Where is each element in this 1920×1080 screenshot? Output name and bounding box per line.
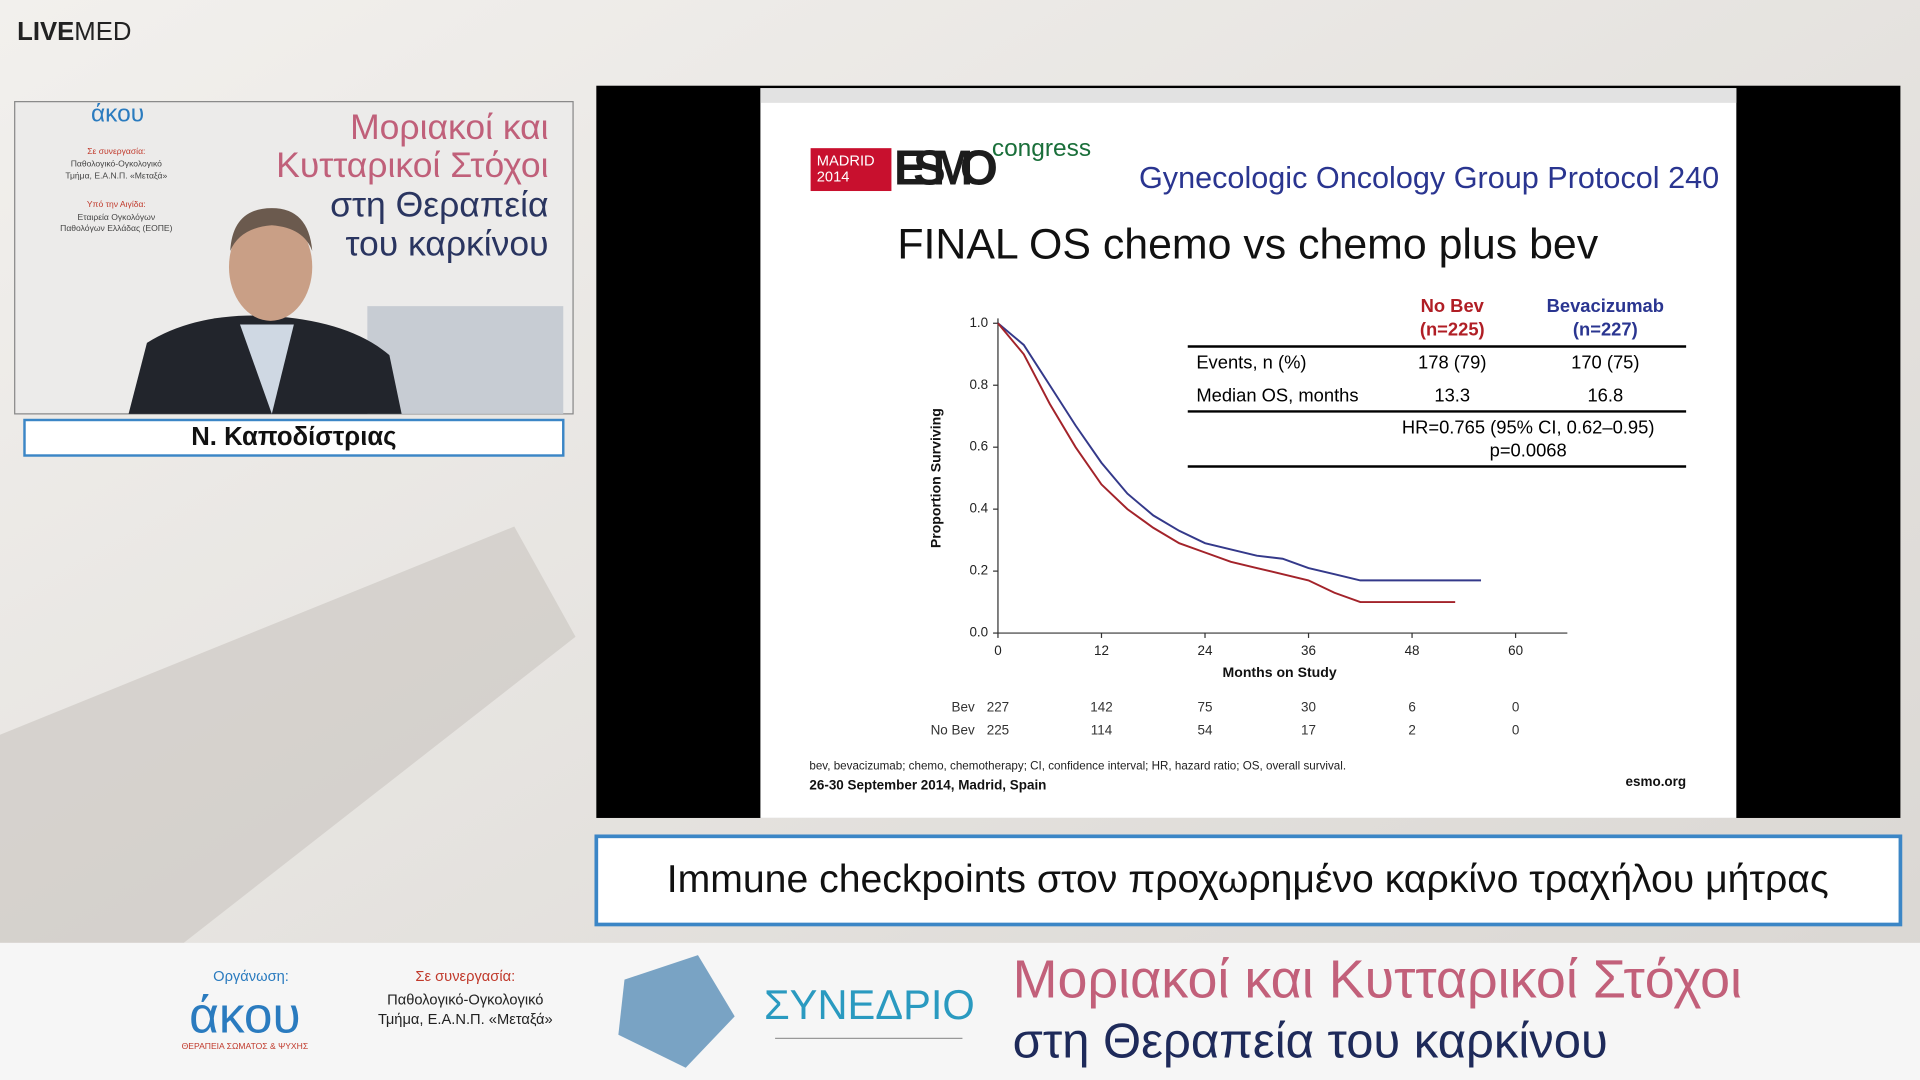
esmo-logo: ESMO <box>894 141 998 195</box>
partner: Τμήμα, Ε.Α.Ν.Π. «Μεταξά» <box>378 1012 553 1028</box>
y-tick-label: 0.8 <box>969 377 988 392</box>
slide-bar <box>760 88 1737 103</box>
header: (n=225) <box>1420 318 1485 339</box>
partner: Παθολογικό-Ογκολογικό <box>387 992 543 1008</box>
brand: LIVEMED <box>17 18 131 46</box>
date: 26-30 September 2014, Madrid, Spain <box>809 778 1046 793</box>
survival-curve <box>997 322 1482 582</box>
risk-count: 0 <box>1512 699 1519 714</box>
y-tick-label: 0.4 <box>969 501 988 516</box>
banner-logo: άκου <box>189 985 301 1043</box>
risk-count: 225 <box>987 723 1009 738</box>
y-tick-label: 1.0 <box>969 315 988 330</box>
badge-text: 2014 <box>817 169 850 185</box>
org-line: Εταιρεία Ογκολόγων <box>78 212 156 222</box>
header: Bevacizumab <box>1547 295 1664 316</box>
y-tick-label: 0.0 <box>969 625 988 640</box>
backdrop-line: του καρκίνου <box>345 223 548 263</box>
x-tick-label: 0 <box>994 643 1001 658</box>
name-bar <box>23 418 565 457</box>
hr: HR=0.765 (95% CI, 0.62–0.95) <box>1402 416 1655 437</box>
banner-logo-sub: ΘΕΡΑΠΕΙΑ ΣΩΜΑΤΟΣ & ΨΥΧΗΣ <box>182 1041 309 1051</box>
hr: p=0.0068 <box>1490 440 1567 461</box>
banner-label: Οργάνωση: <box>213 969 289 985</box>
backdrop-line: Κυτταρικοί Στόχοι <box>276 145 548 185</box>
site: esmo.org <box>1626 774 1687 789</box>
speaker-video: άκου Σε συνεργασία: Παθολογικό-Ογκολογικ… <box>14 101 574 415</box>
risk-count: 30 <box>1301 699 1316 714</box>
banner-title: στη Θεραπεία του καρκίνου <box>1013 1014 1608 1068</box>
risk-count: 227 <box>987 699 1009 714</box>
org-line: Παθολόγων Ελλάδας (ΕΟΠΕ) <box>60 223 172 233</box>
slide <box>760 88 1737 818</box>
x-tick-label: 12 <box>1094 643 1109 658</box>
backdrop-line: στη Θεραπεία <box>330 184 548 224</box>
x-axis-label: Months on Study <box>1223 664 1337 680</box>
y-tick-label: 0.6 <box>969 439 988 454</box>
cell: 170 (75) <box>1571 352 1639 373</box>
risk-count: 75 <box>1198 699 1213 714</box>
y-tick-label: 0.2 <box>969 563 988 578</box>
banner-graphic <box>618 955 735 1068</box>
risk-count: 114 <box>1091 723 1113 738</box>
y-axis-label: Proportion Surviving <box>927 408 943 548</box>
cell: Events, n (%) <box>1196 352 1306 373</box>
x-tick-label: 36 <box>1301 643 1316 658</box>
cell: 178 (79) <box>1418 352 1486 373</box>
cell: 13.3 <box>1434 385 1470 406</box>
org-line: Υπό την Αιγίδα: <box>87 199 146 209</box>
caption: Immune checkpoints στον προχωρημένο καρκ… <box>667 858 1829 901</box>
esmo-sup: congress <box>992 135 1091 162</box>
org-line: Σε συνεργασία: <box>87 146 145 156</box>
risk-label: Bev <box>952 699 975 714</box>
banner <box>0 942 1920 1080</box>
banner-label: Σε συνεργασία: <box>415 969 515 985</box>
risk-count: 54 <box>1198 723 1213 738</box>
decor <box>0 526 576 943</box>
protocol: Gynecologic Oncology Group Protocol 240 <box>1139 161 1719 195</box>
backdrop-line: Μοριακοί και <box>350 107 548 147</box>
x-tick-label: 60 <box>1508 643 1523 658</box>
org-line: Παθολογικό-Ογκολογικό <box>71 158 162 168</box>
org-line: Τμήμα, Ε.Α.Ν.Π. «Μεταξά» <box>65 171 167 181</box>
logo: άκου <box>91 101 144 128</box>
event: ΣΥΝΕΔΡΙΟ <box>764 981 975 1028</box>
risk-label: No Bev <box>931 723 975 738</box>
cell: 16.8 <box>1587 385 1623 406</box>
footnote: bev, bevacizumab; chemo, chemotherapy; C… <box>809 760 1346 773</box>
banner-title: Μοριακοί και Κυτταρικοί Στόχοι <box>1013 949 1742 1009</box>
header: No Bev <box>1421 295 1485 316</box>
caption-bar <box>594 834 1903 927</box>
risk-count: 6 <box>1408 699 1415 714</box>
slide-title: FINAL OS chemo vs chemo plus bev <box>897 221 1598 269</box>
risk-count: 0 <box>1512 723 1519 738</box>
result-table: No Bev (n=225) Bevacizumab (n=227) Event… <box>1187 295 1687 468</box>
badge-text: MADRID <box>817 154 875 170</box>
cell: Median OS, months <box>1196 385 1358 406</box>
x-tick-label: 24 <box>1198 643 1213 658</box>
risk-count: 142 <box>1090 699 1112 714</box>
x-tick-label: 48 <box>1405 643 1420 658</box>
risk-count: 17 <box>1301 723 1316 738</box>
risk-count: 2 <box>1408 723 1415 738</box>
speaker-name: Ν. Καποδίστριας <box>191 423 396 451</box>
header: (n=227) <box>1573 318 1638 339</box>
badge <box>810 148 892 192</box>
survival-curve <box>997 322 1456 604</box>
